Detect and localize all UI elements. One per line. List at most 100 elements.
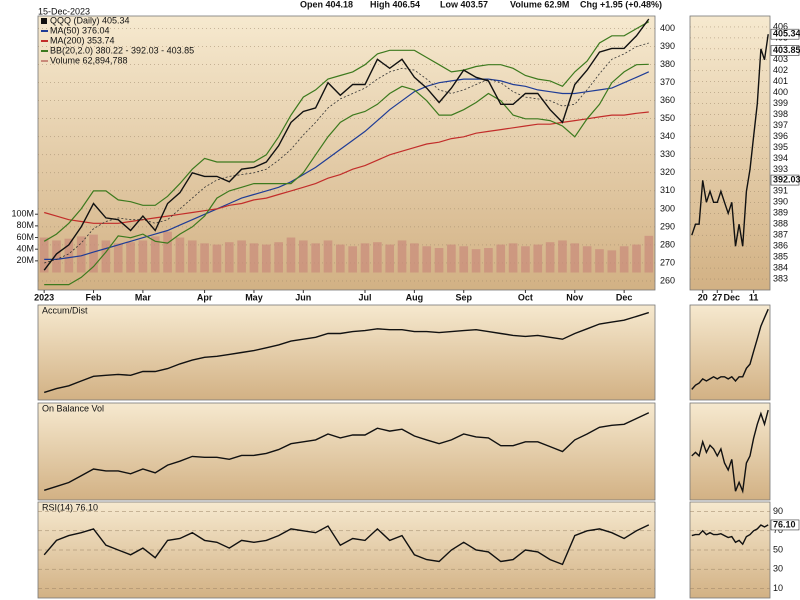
volume-bar: [471, 249, 481, 273]
y-tick-label: 260: [660, 275, 675, 285]
series-line: [691, 409, 769, 494]
y-tick-label: 386: [773, 241, 788, 251]
panel: [689, 15, 771, 291]
y-tick-label: 330: [660, 149, 675, 159]
volume-bar: [76, 236, 86, 273]
x-tick-label: Aug: [406, 292, 424, 302]
y-tick-label: 396: [773, 131, 788, 141]
y-tick-label: 340: [660, 131, 675, 141]
panel: [689, 402, 771, 501]
x-tick-label: Jun: [295, 292, 311, 302]
volume-bar: [545, 242, 555, 273]
bollinger-lower: [44, 63, 649, 286]
y-tick-label: 403: [773, 54, 788, 64]
volume-bar: [286, 237, 296, 273]
y-tick-label: 389: [773, 208, 788, 218]
value-marker-label: 392.03: [773, 174, 800, 184]
value-marker: [770, 174, 800, 186]
y-tick-label: 400: [773, 87, 788, 97]
volume-bar: [508, 243, 518, 273]
y-tick-label: 385: [773, 251, 788, 261]
volume-bar: [533, 244, 543, 273]
volume-bar: [496, 244, 506, 273]
series-line: [691, 34, 769, 247]
volume-bar: [397, 240, 407, 273]
y-tick-label: 310: [660, 185, 675, 195]
legend-title: QQQ (Daily) 405.34: [50, 15, 130, 25]
volume-bar: [200, 243, 209, 273]
volume-bar: [224, 242, 234, 273]
volume-bar: [360, 243, 370, 273]
quote-field: Low 403.57: [440, 0, 488, 9]
y-tick-label: 290: [660, 221, 675, 231]
y-tick-label: 400: [660, 23, 675, 33]
quote-field: High 406.54: [370, 0, 420, 9]
y-tick-label: 395: [773, 142, 788, 152]
series-line: [44, 71, 650, 260]
y-tick-label: 398: [773, 109, 788, 119]
volume-bar: [323, 240, 333, 273]
series-line: [43, 18, 650, 271]
x-tick-label: Dec: [616, 292, 633, 302]
x-tick-label: Sep: [455, 292, 472, 302]
legend-entry: Volume 62,894,788: [50, 55, 128, 65]
y-tick-label: 350: [660, 113, 675, 123]
legend-entry: MA(200) 353.74: [50, 35, 115, 45]
volume-bar: [163, 231, 172, 273]
volume-bar: [570, 243, 580, 273]
y-tick-label: 397: [773, 120, 788, 130]
y-tick-label: 388: [773, 219, 788, 229]
y2-tick-label: 60M: [16, 232, 34, 242]
volume-bar: [311, 243, 320, 273]
y-tick-label: 280: [660, 239, 675, 249]
volume-bar: [52, 240, 61, 273]
y-tick-label: 383: [773, 273, 788, 283]
volume-bar: [632, 244, 641, 273]
panel-title: RSI(14) 76.10: [42, 502, 98, 512]
y-tick-label: 406: [773, 21, 788, 31]
x-tick-label: May: [245, 292, 263, 302]
y-tick-label: 50: [773, 544, 783, 554]
y-tick-label: 393: [773, 164, 788, 174]
y2-tick-label: 40M: [16, 244, 34, 254]
y2-tick-label: 20M: [16, 255, 34, 265]
x-tick-label: Dec: [724, 292, 741, 302]
x-tick-label: Mar: [135, 292, 152, 302]
legend-entry: MA(50) 376.04: [50, 25, 110, 35]
series-line: [43, 524, 650, 566]
y-tick-label: 320: [660, 167, 675, 177]
y-tick-label: 394: [773, 153, 788, 163]
x-tick-label: Nov: [566, 292, 583, 302]
volume-bar: [373, 242, 382, 273]
y-tick-label: 384: [773, 262, 788, 272]
volume-bar: [459, 246, 469, 273]
volume-bar: [138, 240, 148, 273]
volume-bar: [447, 244, 456, 273]
volume-bar: [64, 238, 74, 273]
volume-bar: [126, 242, 135, 273]
volume-bar: [212, 244, 222, 273]
volume-bar: [274, 242, 283, 273]
volume-bar: [410, 243, 419, 273]
value-marker: [770, 45, 800, 56]
volume-bar: [644, 235, 654, 273]
volume-bar: [336, 244, 345, 273]
legend-entry: BB(20,2.0) 380.22 - 392.03 - 403.85: [50, 45, 194, 55]
volume-bar: [237, 240, 246, 273]
series-line: [43, 412, 650, 491]
x-tick-label: Oct: [518, 292, 533, 302]
y-tick-label: 270: [660, 257, 675, 267]
volume-bar: [101, 240, 111, 273]
y2-tick-label: 100M: [11, 209, 34, 219]
y-tick-label: 300: [660, 203, 675, 213]
volume-bar: [558, 240, 567, 273]
panel-title: On Balance Vol: [42, 403, 104, 413]
volume-bar: [521, 246, 530, 273]
y-tick-label: 391: [773, 186, 788, 196]
volume-bar: [89, 234, 98, 273]
value-marker: [770, 519, 800, 531]
x-tick-label: 11: [749, 292, 759, 302]
y2-tick-label: 80M: [16, 220, 34, 230]
y-tick-label: 402: [773, 65, 788, 75]
